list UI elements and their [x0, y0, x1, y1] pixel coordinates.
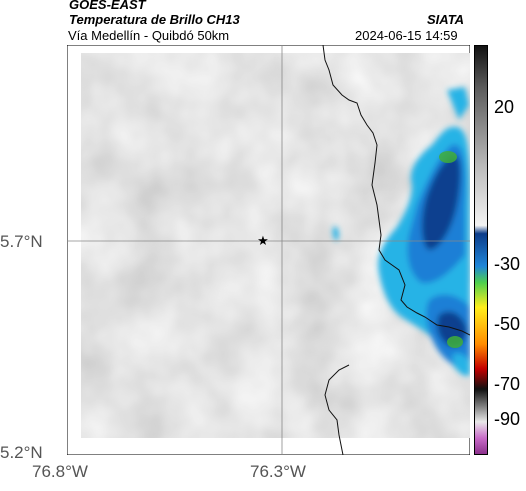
colorbar-label-minus50: -50	[494, 314, 521, 334]
colorbar-label-20: 20	[494, 97, 515, 117]
core-green-1	[439, 151, 457, 163]
lon-label-76-8: 76.8°W	[32, 462, 88, 481]
lat-label-5-7: 5.7°N	[0, 232, 43, 251]
lon-label-76-3: 76.3°W	[250, 462, 306, 481]
core-green-2	[447, 336, 463, 348]
timestamp: 2024-06-15 14:59	[355, 28, 458, 43]
lat-label-5-2: 5.2°N	[0, 443, 43, 462]
colorbar	[474, 45, 488, 455]
colorbar-label-minus90: -90	[494, 409, 521, 429]
municipal-border	[324, 364, 350, 455]
colorbar-label-minus30: -30	[494, 254, 521, 274]
satellite-map: ★	[67, 45, 470, 455]
product-title: Temperatura de Brillo CH13	[69, 12, 240, 27]
org-label: SIATA	[427, 12, 465, 27]
route-label: Vía Medellín - Quibdó 50km	[68, 28, 230, 43]
station-marker: ★	[257, 234, 269, 249]
colorbar-label-minus70: -70	[494, 374, 521, 394]
satellite-name: GOES-EAST	[69, 0, 146, 12]
department-border	[322, 45, 470, 336]
